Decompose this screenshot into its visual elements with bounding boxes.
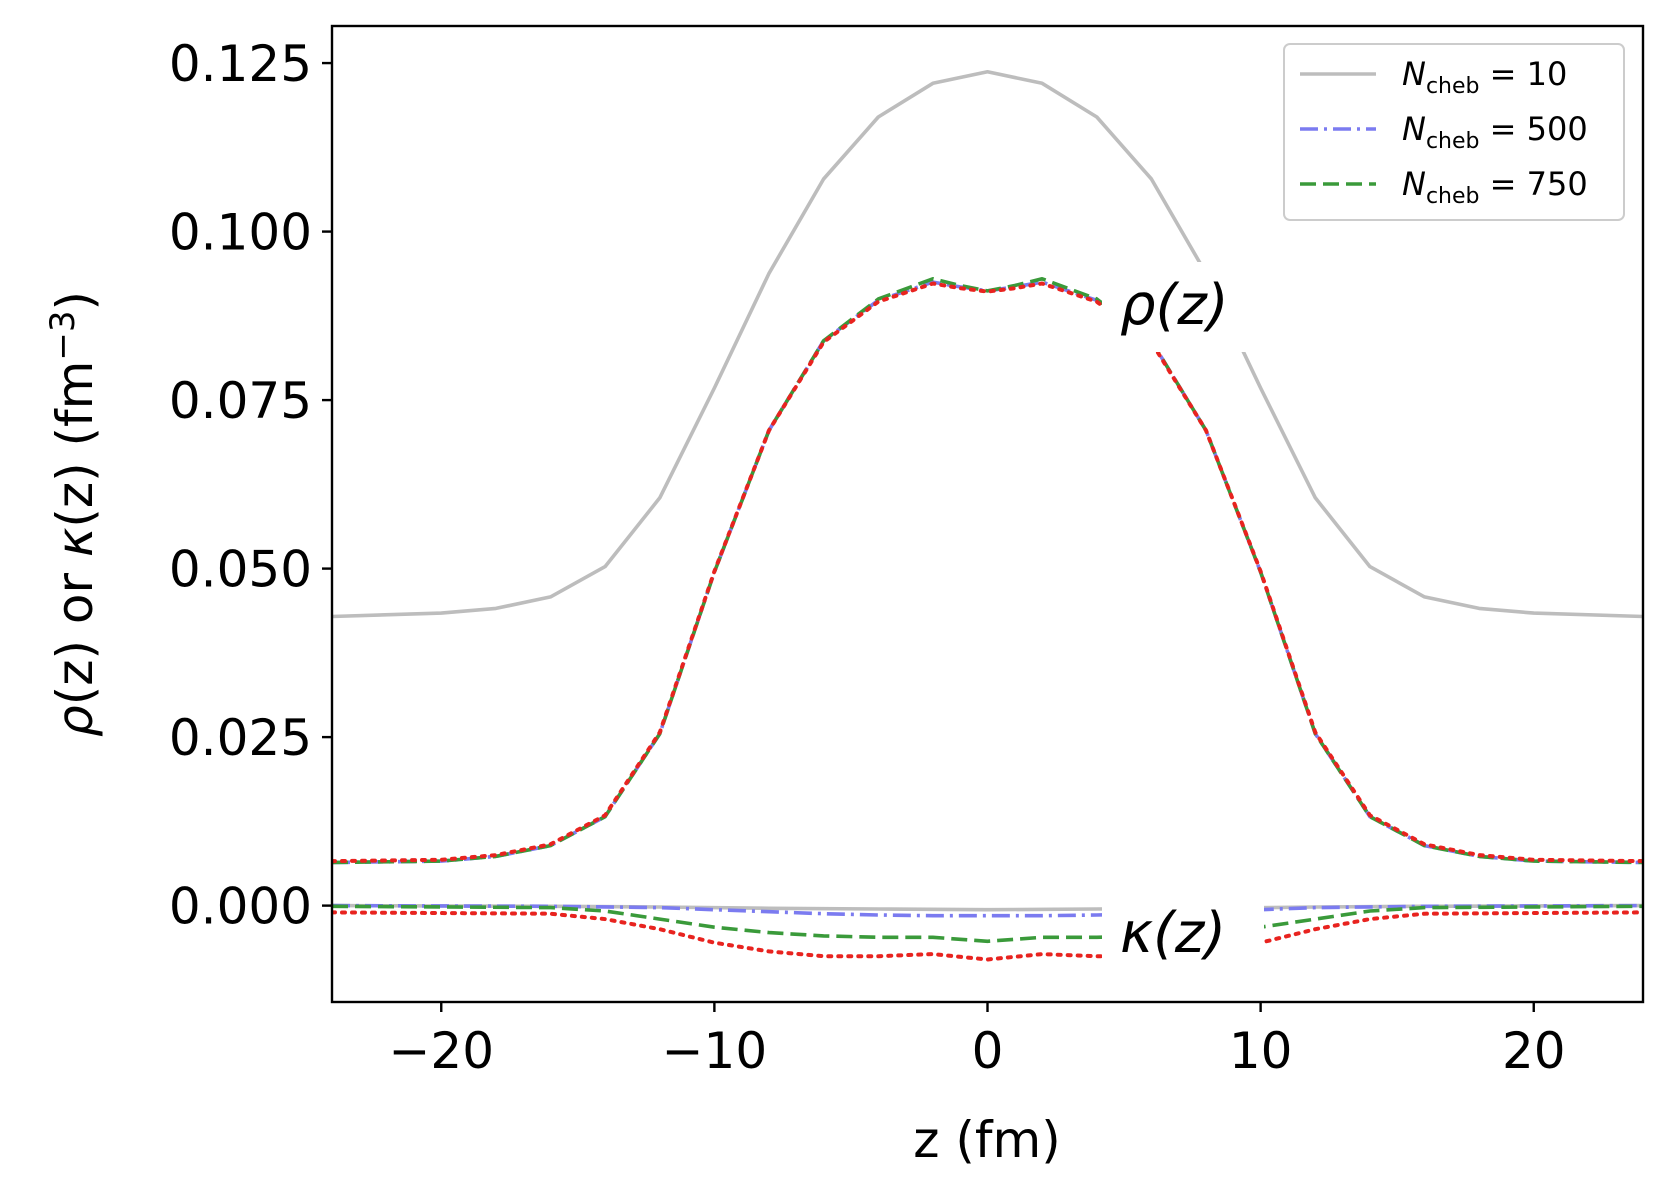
x-axis-ticks: −20 −10 0 10 20 (388, 1002, 1566, 1080)
y-axis-label-z2: (z) (46, 462, 104, 527)
y-axis-label-or: or (46, 557, 104, 640)
x-axis-label: z (fm) (913, 1111, 1060, 1169)
y-axis-label-rho: ρ (46, 705, 104, 737)
series-line-8 (332, 910, 1643, 962)
y-axis-label: ρ(z) or κ(z) (fm−3) (43, 291, 104, 737)
x-tick-label: −10 (662, 1022, 768, 1080)
y-tick-label: 0.000 (169, 878, 312, 936)
y-axis-ticks: 0.000 0.025 0.050 0.075 0.100 0.125 (169, 35, 332, 936)
x-tick-label: 20 (1502, 1022, 1566, 1080)
series-line-1 (332, 70, 1643, 619)
series-line-4 (332, 281, 1643, 864)
y-axis-label-z1: (z) (46, 640, 104, 705)
y-tick-label: 0.050 (169, 541, 312, 599)
legend-items: Ncheb = 10 Ncheb = 500 Ncheb = 750 (1300, 55, 1588, 209)
series-line-6 (332, 903, 1643, 918)
y-tick-label: 0.025 (169, 709, 312, 767)
y-tick-label: 0.100 (169, 204, 312, 262)
y-axis-label-kappa: κ (46, 527, 104, 557)
annotation-kappa-box (1102, 895, 1264, 971)
y-axis-label-close: ) (46, 291, 104, 311)
annotation-kappa-label: κ(z) (1120, 901, 1226, 966)
legend-box (1283, 43, 1625, 221)
x-tick-label: 10 (1229, 1022, 1293, 1080)
x-tick-label: 0 (972, 1022, 1004, 1080)
legend-label-3: Ncheb = 750 (1402, 165, 1588, 209)
y-tick-label: 0.125 (169, 35, 312, 93)
series-layer (332, 70, 1643, 962)
series-line-7 (332, 904, 1643, 944)
y-tick-label: 0.075 (169, 372, 312, 430)
x-tick-label: −20 (388, 1022, 494, 1080)
legend: Ncheb = 10 Ncheb = 500 Ncheb = 750 (1283, 43, 1625, 221)
legend-label-1: Ncheb = 10 (1402, 55, 1567, 99)
series-line-5 (332, 903, 1643, 912)
annotation-rho-box (1102, 262, 1264, 352)
annotation-rho-label: ρ(z) (1120, 273, 1229, 338)
y-axis-label-exponent: −3 (43, 310, 83, 360)
legend-label-2: Ncheb = 500 (1402, 110, 1588, 154)
y-axis-label-unit: (fm (46, 361, 104, 463)
